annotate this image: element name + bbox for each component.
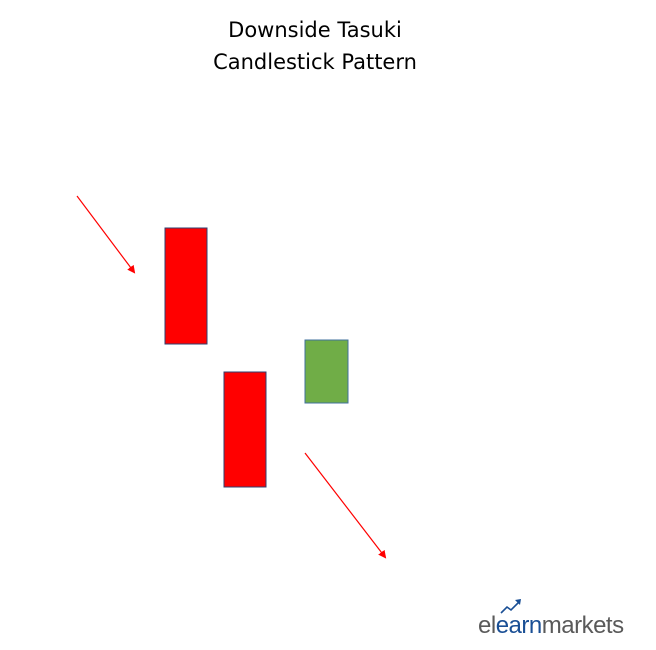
diagram-title: Downside Tasuki Candlestick Pattern <box>0 14 630 78</box>
downtrend-arrow-bottom <box>304 452 387 559</box>
logo-text-earn: earn <box>495 612 543 639</box>
logo-text-markets: markets <box>541 612 624 639</box>
second-bearish-candle <box>223 371 267 488</box>
bullish-candle <box>304 339 349 404</box>
first-bearish-candle <box>164 227 208 345</box>
logo-text-el: el <box>478 612 496 639</box>
title-line-1: Downside Tasuki <box>228 18 402 42</box>
title-line-2: Candlestick Pattern <box>213 50 417 74</box>
trend-up-arrow-icon <box>500 599 521 614</box>
elearnmarkets-logo[interactable]: elearnmarkets <box>478 612 624 640</box>
downtrend-arrow-top <box>76 195 136 274</box>
